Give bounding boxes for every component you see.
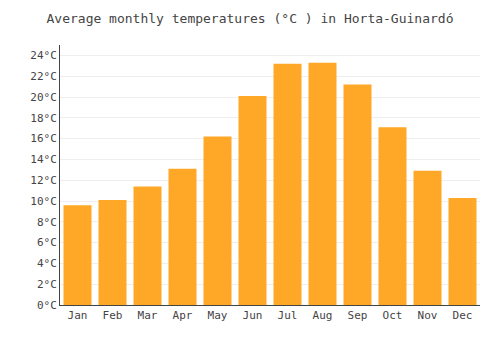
svg-text:10°C: 10°C (30, 195, 57, 208)
svg-text:Dec: Dec (453, 309, 473, 322)
svg-text:Feb: Feb (103, 309, 123, 322)
svg-text:Oct: Oct (383, 309, 403, 322)
svg-text:24°C: 24°C (30, 49, 57, 62)
svg-text:20°C: 20°C (30, 91, 57, 104)
svg-text:12°C: 12°C (30, 174, 57, 187)
svg-text:Aug: Aug (313, 309, 333, 322)
svg-text:18°C: 18°C (30, 112, 57, 125)
svg-text:Jul: Jul (278, 309, 298, 322)
svg-text:4°C: 4°C (37, 257, 57, 270)
svg-text:16°C: 16°C (30, 132, 57, 145)
svg-text:Jan: Jan (68, 309, 88, 322)
svg-text:0°C: 0°C (37, 299, 57, 312)
svg-text:Average monthly temperatures (: Average monthly temperatures (°C ) in Ho… (47, 11, 454, 26)
svg-text:Apr: Apr (173, 309, 193, 322)
svg-text:May: May (208, 309, 228, 322)
svg-text:2°C: 2°C (37, 278, 57, 291)
svg-text:Mar: Mar (138, 309, 158, 322)
svg-text:6°C: 6°C (37, 236, 57, 249)
svg-text:Nov: Nov (418, 309, 438, 322)
svg-text:8°C: 8°C (37, 216, 57, 229)
svg-text:14°C: 14°C (30, 153, 57, 166)
svg-text:Sep: Sep (348, 309, 368, 322)
svg-text:22°C: 22°C (30, 70, 57, 83)
svg-text:Jun: Jun (243, 309, 263, 322)
